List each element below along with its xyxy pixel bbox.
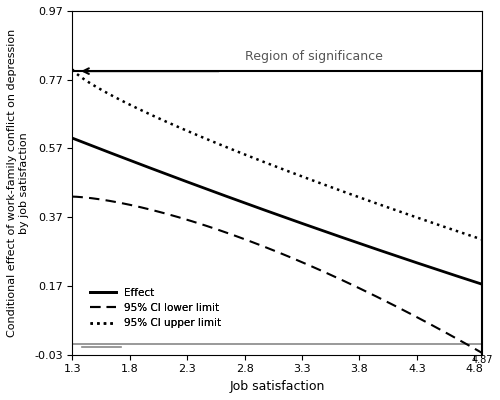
Effect (480, 282, 486, 287)
95% CI lower limit (320, 269, 326, 274)
Line: 95% CI lower limit: 95% CI lower limit (72, 197, 482, 353)
95% CI lower limit (71, 194, 77, 199)
Effect (320, 228, 326, 233)
95% CI upper limit (71, 69, 77, 74)
X-axis label: Job satisfaction: Job satisfaction (230, 380, 325, 393)
95% CI lower limit (480, 351, 486, 356)
Effect (415, 261, 421, 266)
95% CI lower limit (441, 329, 447, 334)
95% CI upper limit (312, 179, 318, 184)
Y-axis label: Conditional effect of work-family conflict on depression
by job satisfaction: Conditional effect of work-family confli… (7, 29, 28, 337)
95% CI upper limit (441, 224, 447, 229)
95% CI upper limit (415, 216, 421, 220)
Effect (71, 136, 77, 141)
95% CI upper limit (480, 237, 486, 242)
Text: Region of significance: Region of significance (244, 50, 382, 62)
Line: Effect: Effect (72, 138, 482, 284)
95% CI upper limit (70, 67, 75, 72)
Legend: Effect, 95% CI lower limit, 95% CI upper limit: Effect, 95% CI lower limit, 95% CI upper… (86, 284, 226, 332)
Effect (441, 269, 447, 274)
95% CI lower limit (312, 266, 318, 270)
95% CI lower limit (314, 266, 320, 271)
95% CI lower limit (415, 315, 421, 320)
Line: 95% CI upper limit: 95% CI upper limit (72, 69, 482, 240)
Effect (314, 226, 320, 231)
95% CI upper limit (320, 182, 326, 187)
Effect (70, 136, 75, 140)
95% CI upper limit (314, 179, 320, 184)
95% CI lower limit (70, 194, 75, 199)
Text: 4.87: 4.87 (472, 356, 493, 366)
Effect (312, 226, 318, 230)
